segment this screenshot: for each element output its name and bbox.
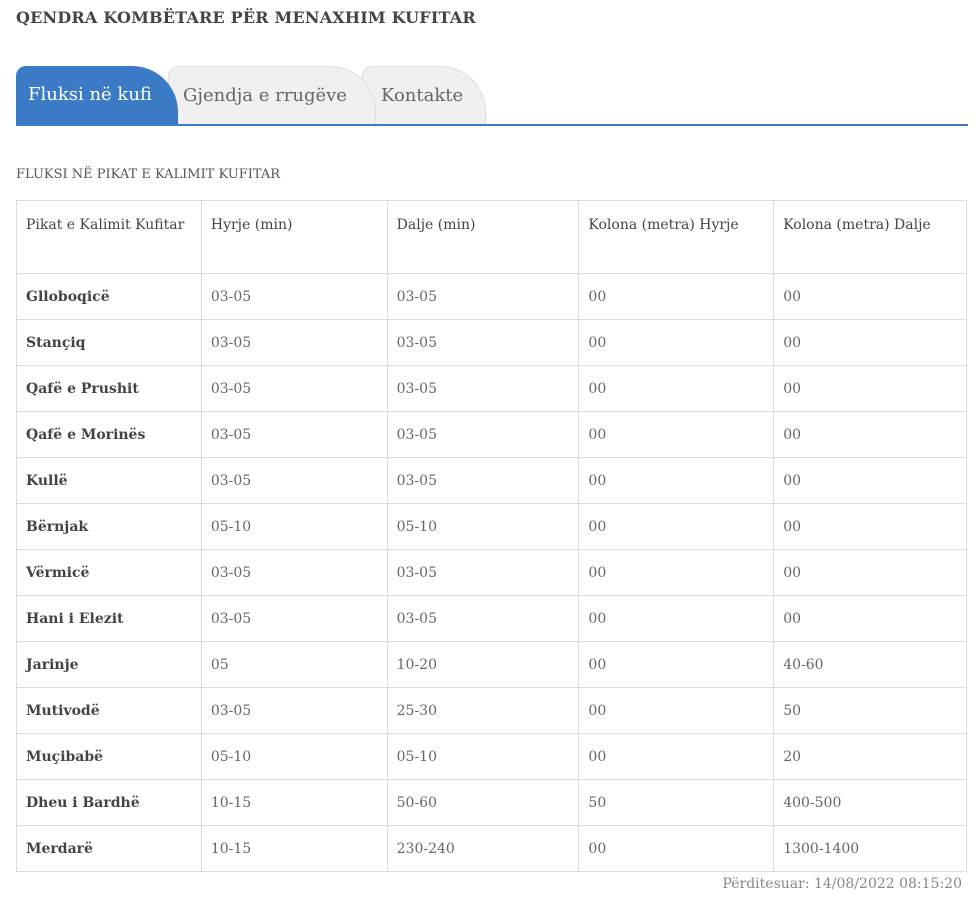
- crossing-name-cell: Vërmicë: [16, 549, 202, 596]
- last-updated-timestamp: Përditesuar: 14/08/2022 08:15:20: [722, 876, 962, 892]
- exit-time-cell: 03-05: [386, 411, 580, 458]
- queue-exit-cell: 400-500: [773, 779, 967, 826]
- table-row: Stançiq 03-05 03-05 00 00: [16, 319, 967, 366]
- queue-entry-cell: 00: [578, 595, 775, 642]
- crossing-name-cell: Qafë e Prushit: [16, 365, 202, 412]
- exit-time-cell: 03-05: [386, 273, 580, 320]
- queue-exit-cell: 00: [773, 365, 967, 412]
- entry-time-cell: 10-15: [200, 825, 388, 872]
- queue-entry-cell: 00: [578, 825, 775, 872]
- exit-time-cell: 230-240: [386, 825, 580, 872]
- queue-exit-cell: 00: [773, 273, 967, 320]
- queue-exit-cell: 00: [773, 319, 967, 366]
- entry-time-cell: 05: [200, 641, 388, 688]
- queue-entry-cell: 00: [578, 411, 775, 458]
- queue-entry-cell: 00: [578, 365, 775, 412]
- column-header-crossing: Pikat e Kalimit Kufitar: [16, 200, 202, 274]
- crossing-name-cell: Kullë: [16, 457, 202, 504]
- table-row: Vërmicë 03-05 03-05 00 00: [16, 549, 967, 596]
- queue-entry-cell: 50: [578, 779, 775, 826]
- entry-time-cell: 03-05: [200, 411, 388, 458]
- entry-time-cell: 03-05: [200, 273, 388, 320]
- exit-time-cell: 50-60: [386, 779, 580, 826]
- tab-kontakte[interactable]: Kontakte: [362, 66, 486, 124]
- queue-exit-cell: 00: [773, 595, 967, 642]
- queue-entry-cell: 00: [578, 273, 775, 320]
- queue-exit-cell: 00: [773, 549, 967, 596]
- crossing-name-cell: Muçibabë: [16, 733, 202, 780]
- table-row: Hani i Elezit 03-05 03-05 00 00: [16, 595, 967, 642]
- table-row: Mutivodë 03-05 25-30 00 50: [16, 687, 967, 734]
- entry-time-cell: 03-05: [200, 595, 388, 642]
- exit-time-cell: 03-05: [386, 549, 580, 596]
- queue-exit-cell: 20: [773, 733, 967, 780]
- entry-time-cell: 03-05: [200, 319, 388, 366]
- table-header-row: Pikat e Kalimit Kufitar Hyrje (min) Dalj…: [16, 200, 967, 274]
- queue-entry-cell: 00: [578, 319, 775, 366]
- entry-time-cell: 03-05: [200, 365, 388, 412]
- tab-fluksi-ne-kufi[interactable]: Fluksi në kufi: [16, 66, 178, 124]
- column-header-queue-exit: Kolona (metra) Dalje: [773, 200, 967, 274]
- crossing-name-cell: Qafë e Morinës: [16, 411, 202, 458]
- page-title: QENDRA KOMBËTARE PËR MENAXHIM KUFITAR: [16, 8, 476, 27]
- table-row: Merdarë 10-15 230-240 00 1300-1400: [16, 825, 967, 872]
- queue-exit-cell: 00: [773, 411, 967, 458]
- table-row: Jarinje 05 10-20 00 40-60: [16, 641, 967, 688]
- exit-time-cell: 03-05: [386, 595, 580, 642]
- crossing-name-cell: Hani i Elezit: [16, 595, 202, 642]
- queue-exit-cell: 00: [773, 457, 967, 504]
- queue-entry-cell: 00: [578, 503, 775, 550]
- entry-time-cell: 03-05: [200, 687, 388, 734]
- exit-time-cell: 05-10: [386, 503, 580, 550]
- queue-exit-cell: 50: [773, 687, 967, 734]
- table-row: Qafë e Prushit 03-05 03-05 00 00: [16, 365, 967, 412]
- column-header-queue-entry: Kolona (metra) Hyrje: [578, 200, 775, 274]
- queue-entry-cell: 00: [578, 549, 775, 596]
- tab-bar: Fluksi në kufi Gjendja e rrugëve Kontakt…: [16, 66, 968, 126]
- border-flux-table: Pikat e Kalimit Kufitar Hyrje (min) Dalj…: [16, 200, 967, 872]
- exit-time-cell: 05-10: [386, 733, 580, 780]
- exit-time-cell: 03-05: [386, 457, 580, 504]
- table-row: Muçibabë 05-10 05-10 00 20: [16, 733, 967, 780]
- crossing-name-cell: Merdarë: [16, 825, 202, 872]
- queue-entry-cell: 00: [578, 733, 775, 780]
- column-header-entry-min: Hyrje (min): [200, 200, 388, 274]
- crossing-name-cell: Dheu i Bardhë: [16, 779, 202, 826]
- section-title: FLUKSI NË PIKAT E KALIMIT KUFITAR: [16, 167, 281, 182]
- queue-exit-cell: 00: [773, 503, 967, 550]
- crossing-name-cell: Jarinje: [16, 641, 202, 688]
- crossing-name-cell: Glloboqicë: [16, 273, 202, 320]
- table-body: Glloboqicë 03-05 03-05 00 00 Stançiq 03-05 03-0…: [16, 273, 967, 872]
- entry-time-cell: 10-15: [200, 779, 388, 826]
- exit-time-cell: 03-05: [386, 365, 580, 412]
- queue-entry-cell: 00: [578, 687, 775, 734]
- table-row: Kullë 03-05 03-05 00 00: [16, 457, 967, 504]
- table-row: Qafë e Morinës 03-05 03-05 00 00: [16, 411, 967, 458]
- table-row: Bërnjak 05-10 05-10 00 00: [16, 503, 967, 550]
- queue-exit-cell: 1300-1400: [773, 825, 967, 872]
- queue-entry-cell: 00: [578, 641, 775, 688]
- table-row: Dheu i Bardhë 10-15 50-60 50 400-500: [16, 779, 967, 826]
- crossing-name-cell: Stançiq: [16, 319, 202, 366]
- exit-time-cell: 03-05: [386, 319, 580, 366]
- entry-time-cell: 03-05: [200, 549, 388, 596]
- entry-time-cell: 05-10: [200, 503, 388, 550]
- table-row: Glloboqicë 03-05 03-05 00 00: [16, 273, 967, 320]
- tab-gjendja-e-rrugeve[interactable]: Gjendja e rrugëve: [168, 66, 376, 124]
- queue-entry-cell: 00: [578, 457, 775, 504]
- entry-time-cell: 05-10: [200, 733, 388, 780]
- crossing-name-cell: Mutivodë: [16, 687, 202, 734]
- exit-time-cell: 25-30: [386, 687, 580, 734]
- column-header-exit-min: Dalje (min): [386, 200, 580, 274]
- crossing-name-cell: Bërnjak: [16, 503, 202, 550]
- queue-exit-cell: 40-60: [773, 641, 967, 688]
- exit-time-cell: 10-20: [386, 641, 580, 688]
- entry-time-cell: 03-05: [200, 457, 388, 504]
